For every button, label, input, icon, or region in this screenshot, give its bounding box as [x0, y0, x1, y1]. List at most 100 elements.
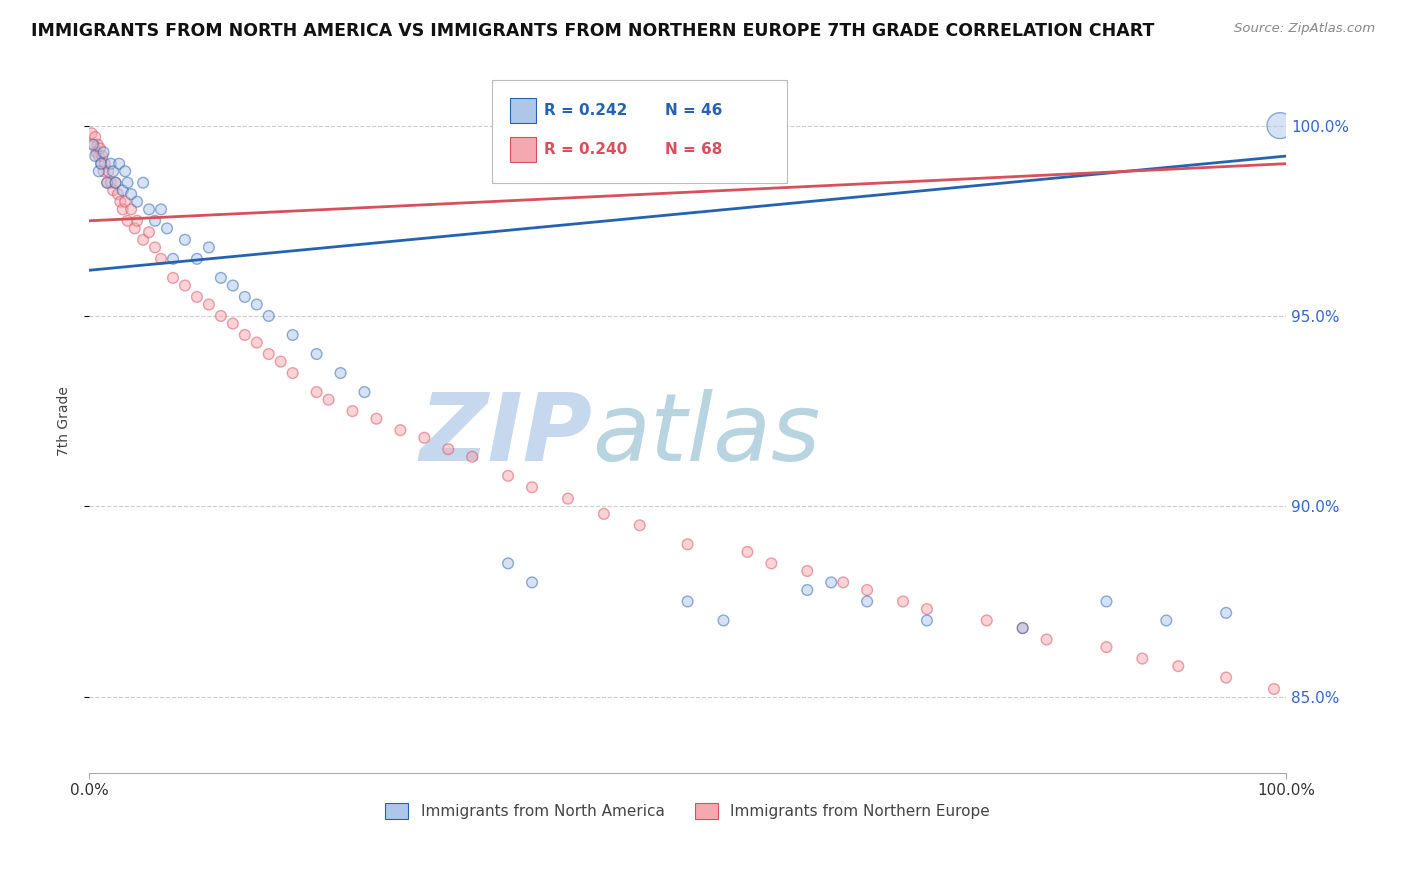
- Point: [84, 130, 107, 145]
- Text: Source: ZipAtlas.com: Source: ZipAtlas.com: [1234, 22, 1375, 36]
- Point: [461, 450, 484, 464]
- Point: [318, 392, 340, 407]
- Point: [86, 145, 108, 160]
- Point: [93, 145, 115, 160]
- Point: [117, 214, 139, 228]
- Point: [186, 290, 208, 304]
- Point: [83, 137, 105, 152]
- Point: [91, 149, 114, 163]
- Point: [796, 564, 818, 578]
- Point: [246, 335, 269, 350]
- Point: [1156, 614, 1178, 628]
- Point: [1095, 594, 1118, 608]
- Point: [143, 214, 166, 228]
- Text: ZIP: ZIP: [419, 389, 592, 481]
- Point: [1215, 671, 1237, 685]
- Point: [281, 328, 304, 343]
- Point: [592, 507, 614, 521]
- Point: [257, 347, 280, 361]
- Point: [676, 537, 699, 551]
- Point: [198, 240, 221, 254]
- Point: [520, 480, 543, 494]
- Point: [222, 317, 245, 331]
- Point: [111, 202, 134, 217]
- Point: [150, 202, 173, 217]
- Point: [305, 347, 328, 361]
- Point: [209, 271, 232, 285]
- Point: [101, 183, 124, 197]
- Point: [111, 183, 134, 197]
- Point: [305, 385, 328, 400]
- Point: [89, 141, 111, 155]
- Point: [132, 176, 155, 190]
- Point: [114, 164, 136, 178]
- Point: [1268, 119, 1291, 133]
- Point: [143, 240, 166, 254]
- Point: [110, 194, 132, 209]
- Point: [86, 137, 108, 152]
- Point: [713, 614, 735, 628]
- Point: [96, 176, 118, 190]
- Point: [87, 149, 110, 163]
- Point: [114, 194, 136, 209]
- Point: [132, 233, 155, 247]
- Point: [174, 233, 197, 247]
- Text: R = 0.240: R = 0.240: [544, 143, 627, 157]
- Point: [915, 602, 938, 616]
- Point: [366, 411, 388, 425]
- Point: [222, 278, 245, 293]
- Text: N = 68: N = 68: [665, 143, 723, 157]
- Point: [101, 164, 124, 178]
- Point: [104, 176, 127, 190]
- Point: [1035, 632, 1057, 647]
- Point: [100, 157, 122, 171]
- Text: IMMIGRANTS FROM NORTH AMERICA VS IMMIGRANTS FROM NORTHERN EUROPE 7TH GRADE CORRE: IMMIGRANTS FROM NORTH AMERICA VS IMMIGRA…: [31, 22, 1154, 40]
- Point: [1263, 681, 1285, 696]
- Point: [437, 442, 460, 457]
- Point: [257, 309, 280, 323]
- Point: [891, 594, 914, 608]
- Point: [1011, 621, 1033, 635]
- Point: [233, 328, 256, 343]
- Point: [796, 582, 818, 597]
- Point: [87, 164, 110, 178]
- Point: [96, 176, 118, 190]
- Point: [94, 157, 117, 171]
- Point: [628, 518, 651, 533]
- Point: [761, 557, 783, 571]
- Text: atlas: atlas: [592, 389, 820, 480]
- Point: [353, 385, 375, 400]
- Point: [124, 221, 146, 235]
- Point: [246, 297, 269, 311]
- Legend: Immigrants from North America, Immigrants from Northern Europe: Immigrants from North America, Immigrant…: [380, 797, 995, 825]
- Point: [174, 278, 197, 293]
- Point: [186, 252, 208, 266]
- Point: [90, 157, 112, 171]
- Point: [127, 194, 149, 209]
- Point: [120, 202, 142, 217]
- Point: [127, 214, 149, 228]
- Point: [90, 157, 112, 171]
- Point: [1011, 621, 1033, 635]
- Point: [80, 126, 103, 140]
- Point: [82, 137, 104, 152]
- Point: [820, 575, 842, 590]
- Point: [413, 431, 436, 445]
- Point: [1215, 606, 1237, 620]
- Point: [120, 187, 142, 202]
- Point: [329, 366, 352, 380]
- Point: [1095, 640, 1118, 654]
- Point: [100, 176, 122, 190]
- Point: [496, 557, 519, 571]
- Text: N = 46: N = 46: [665, 103, 723, 118]
- Point: [84, 149, 107, 163]
- Point: [198, 297, 221, 311]
- Point: [832, 575, 855, 590]
- Point: [1167, 659, 1189, 673]
- Point: [138, 202, 160, 217]
- Point: [737, 545, 759, 559]
- Point: [233, 290, 256, 304]
- Point: [209, 309, 232, 323]
- Point: [270, 354, 292, 368]
- Point: [976, 614, 998, 628]
